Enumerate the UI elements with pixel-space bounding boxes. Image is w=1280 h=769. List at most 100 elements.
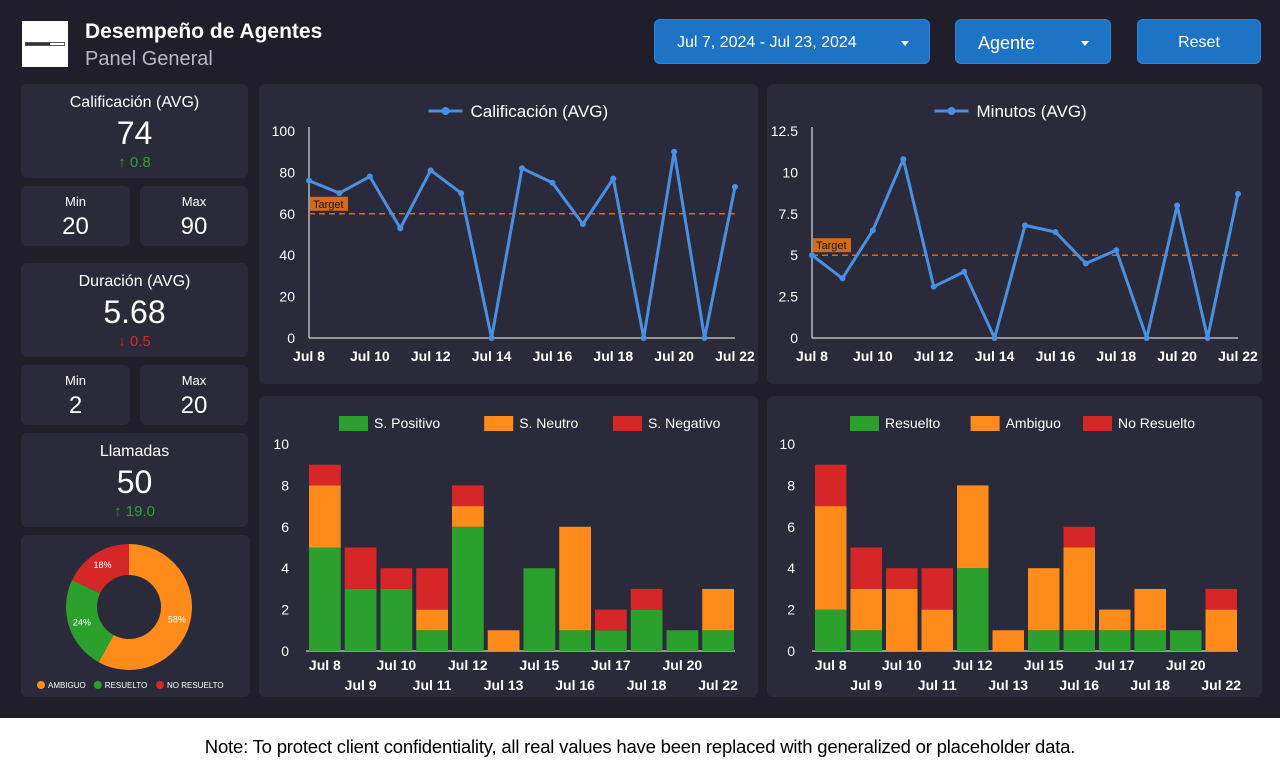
resolution-x-tick-label: Jul 12 — [953, 657, 993, 673]
sentiment-x-tick-label: Jul 13 — [484, 677, 524, 693]
minutes-data-point — [809, 252, 815, 259]
rating-x-tick-label: Jul 14 — [472, 348, 512, 364]
donut-legend-marker — [156, 681, 164, 689]
resolution-legend-label: Resuelto — [885, 415, 940, 431]
donut-legend-label: RESUELTO — [105, 681, 147, 690]
reset-button-label: Reset — [1178, 34, 1220, 51]
resolution-bar-segment — [921, 609, 953, 651]
minutes-legend-label: Minutos (AVG) — [977, 102, 1087, 121]
minutes-data-point — [1143, 335, 1150, 341]
minutes-data-point — [930, 283, 937, 290]
kpi-rating-delta-value: 0.8 — [129, 154, 151, 171]
resolution-bar-segment — [1170, 630, 1202, 651]
resolution-y-tick-label: 10 — [779, 436, 795, 452]
sentiment-legend-label: S. Positivo — [374, 415, 440, 431]
minutes-data-point — [1022, 222, 1028, 229]
sentiment-bar-segment — [487, 630, 520, 651]
rating-y-tick-label: 60 — [279, 206, 295, 222]
minutes-data-point — [1082, 260, 1089, 267]
arrow-down-icon: ↓ — [118, 333, 126, 350]
chevron-down-icon — [1081, 41, 1089, 46]
rating-series-line — [308, 150, 737, 340]
minutes-data-point — [869, 227, 876, 234]
minutes-legend-marker — [947, 107, 956, 115]
chevron-down-icon — [901, 41, 909, 46]
kpi-calls-card: Llamadas 50 ↑ 19.0 — [21, 433, 248, 527]
agent-filter-dropdown[interactable]: Agente — [955, 19, 1111, 64]
sentiment-legend-swatch — [484, 416, 514, 431]
minutes-x-tick-label: Jul 10 — [853, 348, 893, 364]
kpi-duration-delta: ↓ 0.5 — [21, 333, 248, 350]
resolution-legend-swatch — [1083, 416, 1112, 431]
rating-target-badge — [310, 196, 348, 211]
sentiment-bar-segment — [595, 630, 627, 651]
minutes-y-tick-label: 10 — [782, 164, 798, 180]
resolution-bar-segment — [1099, 630, 1131, 651]
rating-y-tick-label: 20 — [279, 289, 295, 305]
rating-data-point — [366, 173, 373, 180]
sentiment-bar-segment — [309, 547, 341, 651]
sentiment-bar-segment — [452, 526, 484, 651]
resolution-bar-segment — [815, 506, 847, 610]
donut-legend-label: NO RESUELTO — [167, 681, 224, 690]
sentiment-x-tick-label: Jul 22 — [698, 677, 738, 693]
page-title: Desempeño de Agentes — [85, 20, 323, 43]
resolution-y-tick-label: 4 — [787, 560, 795, 576]
minutes-chart-card: Minutos (AVG) 0 2.5 5 7.5 10 12.5 Jul 8 Jul 10 Ju… — [767, 84, 1262, 384]
sentiment-x-tick-label: Jul 17 — [591, 657, 631, 673]
date-range-selector[interactable]: Jul 7, 2024 - Jul 23, 2024 — [654, 19, 930, 64]
minutes-x-tick-label: Jul 14 — [975, 348, 1015, 364]
resolution-bar-segment — [815, 464, 847, 507]
resolution-donut-chart: 58% 24% 18% AMBIGUO RESUELTO NO RESUELTO — [37, 544, 224, 690]
minutes-data-point — [839, 275, 846, 282]
minutes-data-point — [1204, 335, 1211, 341]
sentiment-bar-segment — [595, 609, 627, 631]
rating-data-point — [397, 225, 404, 232]
rating-data-point — [640, 335, 647, 341]
sentiment-bar-segment — [380, 568, 413, 589]
resolution-x-tick-label: Jul 15 — [1024, 657, 1064, 673]
rating-target-label: Target — [313, 199, 344, 211]
sentiment-y-tick-label: 6 — [281, 519, 289, 535]
rating-data-point — [427, 167, 434, 174]
sentiment-bar-segment — [309, 485, 341, 548]
resolution-bar-segment — [886, 588, 918, 651]
reset-button[interactable]: Reset — [1137, 19, 1261, 64]
rating-legend-marker — [441, 107, 450, 115]
resolution-bar-segment — [1028, 568, 1060, 631]
sentiment-x-tick-label: Jul 18 — [627, 677, 667, 693]
agent-filter-label: Agente — [978, 33, 1036, 53]
sentiment-bar-segment — [416, 609, 448, 631]
donut-slice-ambiguo — [98, 544, 193, 670]
minutes-data-point — [961, 268, 968, 275]
donut-legend-marker — [37, 681, 45, 689]
kpi-rating-max-label: Max — [181, 194, 207, 209]
sentiment-bar-segment — [666, 630, 699, 651]
minutes-x-tick-label: Jul 20 — [1157, 348, 1197, 364]
sentiment-bar-segment — [416, 630, 448, 651]
sentiment-y-tick-label: 2 — [281, 602, 289, 618]
minutes-y-tick-label: 5 — [790, 247, 798, 263]
rating-data-point — [579, 221, 586, 228]
resolution-legend-label: No Resuelto — [1118, 415, 1195, 431]
minutes-data-point — [1113, 247, 1120, 254]
sentiment-bar-segment — [702, 630, 734, 651]
sentiment-bar-chart: S. Positivo S. Neutro S. Negativo 0 2 4 6 8 10 Ju… — [273, 415, 738, 693]
kpi-rating-delta: ↑ 0.8 — [21, 154, 248, 171]
sentiment-bar-segment — [452, 485, 484, 507]
kpi-rating-min-label: Min — [65, 194, 86, 209]
rating-data-point — [336, 190, 343, 197]
kpi-calls-value: 50 — [116, 464, 153, 500]
sentiment-x-tick-label: Jul 15 — [520, 657, 560, 673]
minutes-x-tick-label: Jul 12 — [914, 348, 954, 364]
minutes-y-tick-label: 0 — [790, 330, 798, 346]
sentiment-bar-segment — [416, 568, 448, 610]
resolution-y-tick-label: 2 — [787, 602, 795, 618]
resolution-bar-segment — [957, 568, 989, 651]
kpi-duration-delta-value: 0.5 — [129, 333, 151, 350]
resolution-x-tick-label: Jul 18 — [1130, 677, 1170, 693]
rating-x-tick-label: Jul 8 — [293, 348, 325, 364]
minutes-line-chart: Minutos (AVG) 0 2.5 5 7.5 10 12.5 Jul 8 Jul 10 Ju… — [771, 102, 1258, 364]
sentiment-bar-segment — [630, 588, 663, 610]
minutes-y-tick-label: 12.5 — [771, 123, 798, 139]
